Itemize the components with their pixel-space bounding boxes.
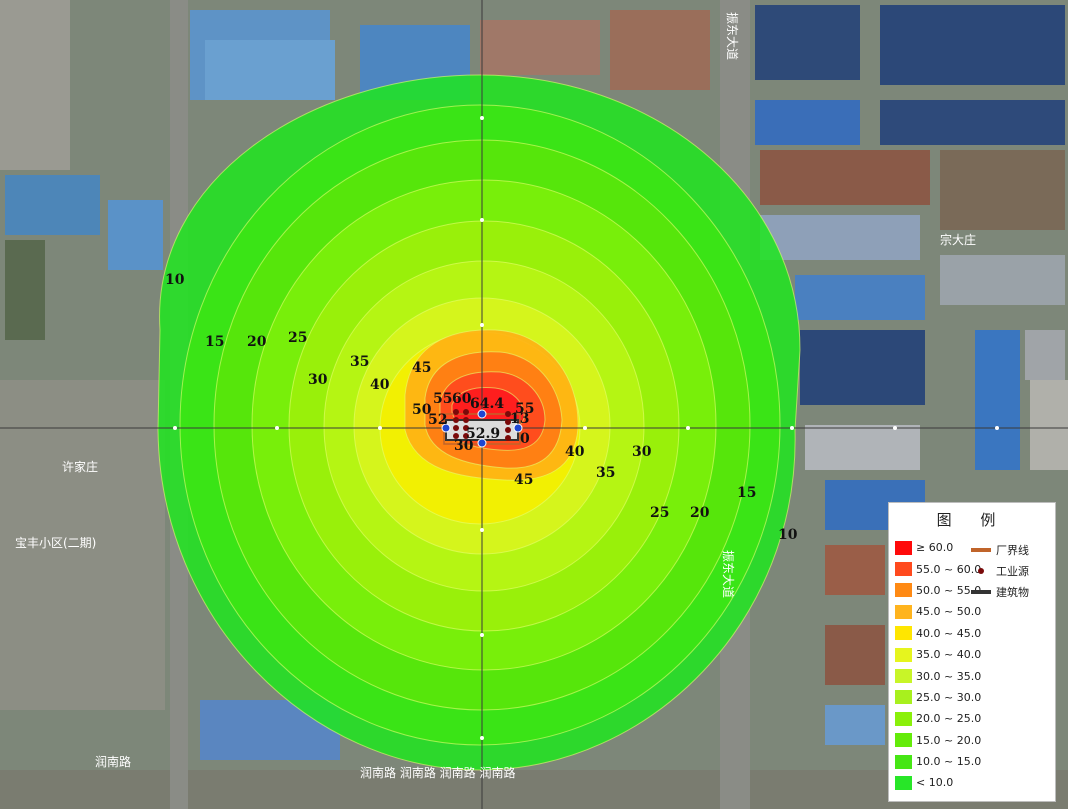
legend-range-item: 50.0 ~ 55.0 xyxy=(895,580,981,601)
contour-label: 40 xyxy=(370,377,390,393)
contour-labels: 10 15 20 25 30 35 40 45 50 52 55 60 64.4… xyxy=(165,272,798,543)
contour-label: 30 xyxy=(308,372,328,388)
contour-label: 10 xyxy=(778,527,798,543)
legend-title: 图 例 xyxy=(936,511,1008,529)
legend-symbol-item: 厂界线 xyxy=(971,539,1029,560)
legend-range-item: 25.0 ~ 30.0 xyxy=(895,687,981,708)
contour-label: 30 xyxy=(632,444,652,460)
contour-label: 40 xyxy=(565,444,585,460)
legend-swatch xyxy=(895,711,912,726)
legend-swatch xyxy=(895,562,912,577)
contour-label: 25 xyxy=(288,330,307,346)
source-dots xyxy=(453,409,511,441)
road-label: 润南路 润南路 润南路 润南路 xyxy=(360,765,515,780)
contour-label: 35 xyxy=(350,354,369,370)
road-label: 润南路 xyxy=(95,754,131,769)
contour-label: 20 xyxy=(690,505,710,521)
road-label: 振东大道 xyxy=(725,12,739,60)
contour-label: 55 xyxy=(515,401,534,417)
boundary-line-icon xyxy=(971,547,991,552)
legend-swatch xyxy=(895,626,912,641)
legend-range-item: 45.0 ~ 50.0 xyxy=(895,601,981,622)
legend-swatch xyxy=(895,540,912,555)
legend-swatch xyxy=(895,604,912,619)
contour-label: 25 xyxy=(650,505,669,521)
legend-swatch xyxy=(895,754,912,769)
legend-range-item: 20.0 ~ 25.0 xyxy=(895,708,981,729)
legend-swatch xyxy=(895,690,912,705)
legend-swatch xyxy=(895,647,912,662)
legend-symbol-item: 建筑物 xyxy=(971,582,1029,603)
source-dot-icon xyxy=(978,568,984,575)
contour-label: 60 xyxy=(452,391,472,407)
contour-label: 20 xyxy=(247,334,267,350)
legend-swatch xyxy=(895,775,912,790)
legend-symbol-item: 工业源 xyxy=(971,560,1029,581)
receptor-points[interactable] xyxy=(441,409,523,448)
legend-range-item: ≥ 60.0 xyxy=(895,537,981,558)
building-line-icon xyxy=(971,590,991,595)
legend-symbols: 厂界线 工业源 建筑物 xyxy=(971,539,1029,603)
place-label: 宝丰小区(二期) xyxy=(15,536,96,550)
contour-label: 52 xyxy=(428,412,447,428)
place-label: 许家庄 xyxy=(62,459,98,474)
contour-label: 10 xyxy=(165,272,185,288)
legend-swatch xyxy=(895,733,912,748)
contour-label: 0 xyxy=(520,431,530,447)
factory[interactable] xyxy=(441,409,523,448)
legend-range-item: 10.0 ~ 15.0 xyxy=(895,751,981,772)
contour-label: 30 xyxy=(454,438,474,454)
grid-ticks xyxy=(173,116,999,740)
legend-range-item: 55.0 ~ 60.0 xyxy=(895,558,981,579)
place-label: 宗大庄 xyxy=(940,232,976,247)
road-label: 振东大道 xyxy=(721,550,735,598)
legend-range-item: 35.0 ~ 40.0 xyxy=(895,644,981,665)
legend-ranges: ≥ 60.0 55.0 ~ 60.0 50.0 ~ 55.0 45.0 ~ 50… xyxy=(895,537,981,794)
legend-panel: 图 例 ≥ 60.0 55.0 ~ 60.0 50.0 ~ 55.0 45.0 … xyxy=(888,502,1056,802)
legend-swatch xyxy=(895,669,912,684)
contour-label: 13 xyxy=(510,411,529,427)
contour-label: 45 xyxy=(412,360,431,376)
contour-label: 15 xyxy=(737,485,756,501)
contour-label: 45 xyxy=(514,472,533,488)
contour-label: 64.4 xyxy=(470,396,504,412)
legend-range-item: 40.0 ~ 45.0 xyxy=(895,623,981,644)
contour-label: 35 xyxy=(596,465,615,481)
place-labels: 宗大庄 许家庄 宝丰小区(二期) 润南路 润南路 润南路 润南路 润南路 振东大… xyxy=(15,12,976,780)
legend-range-item: 15.0 ~ 20.0 xyxy=(895,730,981,751)
contour-label: 50 xyxy=(412,402,432,418)
contour-label: 15 xyxy=(205,334,224,350)
legend-range-item: 30.0 ~ 35.0 xyxy=(895,665,981,686)
contour-label: 55 xyxy=(433,391,452,407)
contour-label: 52.9 xyxy=(466,426,500,442)
legend-swatch xyxy=(895,583,912,598)
legend-range-item: < 10.0 xyxy=(895,772,981,793)
